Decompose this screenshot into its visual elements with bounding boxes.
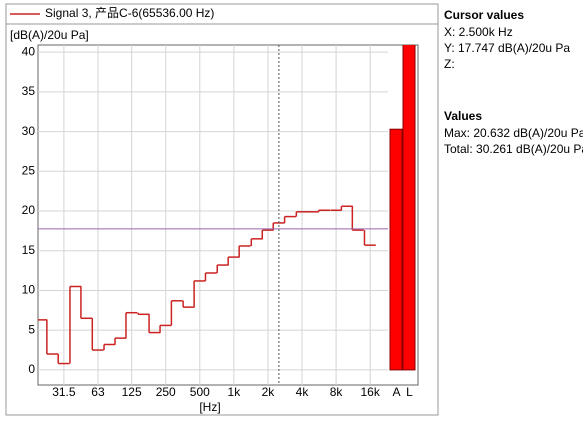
y-tick-label: 35	[22, 84, 36, 98]
plot-frame	[37, 44, 419, 386]
y-tick-label: 10	[22, 283, 36, 297]
panel-line: Total: 30.261 dB(A)/20u Pa	[444, 142, 583, 156]
y-tick-label: 20	[22, 203, 36, 217]
x-tick-label: 63	[91, 385, 105, 399]
legend-label: Signal 3, 产品C-6(65536.00 Hz)	[45, 6, 214, 20]
x-tick-label: L	[406, 385, 413, 399]
y-tick-label: 15	[22, 243, 36, 257]
y-tick-label: 25	[22, 163, 36, 177]
legend-box	[5, 3, 439, 25]
panel-line: Y: 17.747 dB(A)/20u Pa	[444, 41, 570, 55]
panel-line: Max: 20.632 dB(A)/20u Pa	[444, 126, 583, 140]
x-tick-label: 250	[156, 385, 176, 399]
y-axis-label: [dB(A)/20u Pa]	[10, 28, 89, 42]
x-tick-label: 125	[122, 385, 142, 399]
panel-title: Cursor values	[444, 8, 524, 22]
y-tick-label: 40	[22, 44, 36, 58]
panel-line: Z:	[444, 57, 455, 71]
plot-area	[38, 45, 416, 385]
bar	[402, 45, 416, 371]
x-tick-label: 8k	[330, 385, 344, 399]
x-tick-label: 16k	[360, 385, 380, 399]
x-axis-label: [Hz]	[199, 400, 220, 414]
y-tick-label: 0	[28, 362, 35, 376]
x-tick-label: 1k	[228, 385, 242, 399]
chart-panel	[5, 3, 439, 416]
panel-title: Values	[444, 109, 482, 123]
x-tick-label: 4k	[296, 385, 310, 399]
panel-line: X: 2.500k Hz	[444, 25, 513, 39]
x-tick-label: A	[392, 385, 400, 399]
x-tick-label: 2k	[262, 385, 276, 399]
y-tick-label: 30	[22, 124, 36, 138]
y-tick-label: 5	[28, 322, 35, 336]
x-tick-label: 31.5	[52, 385, 76, 399]
x-tick-label: 500	[190, 385, 210, 399]
bar	[389, 128, 403, 371]
